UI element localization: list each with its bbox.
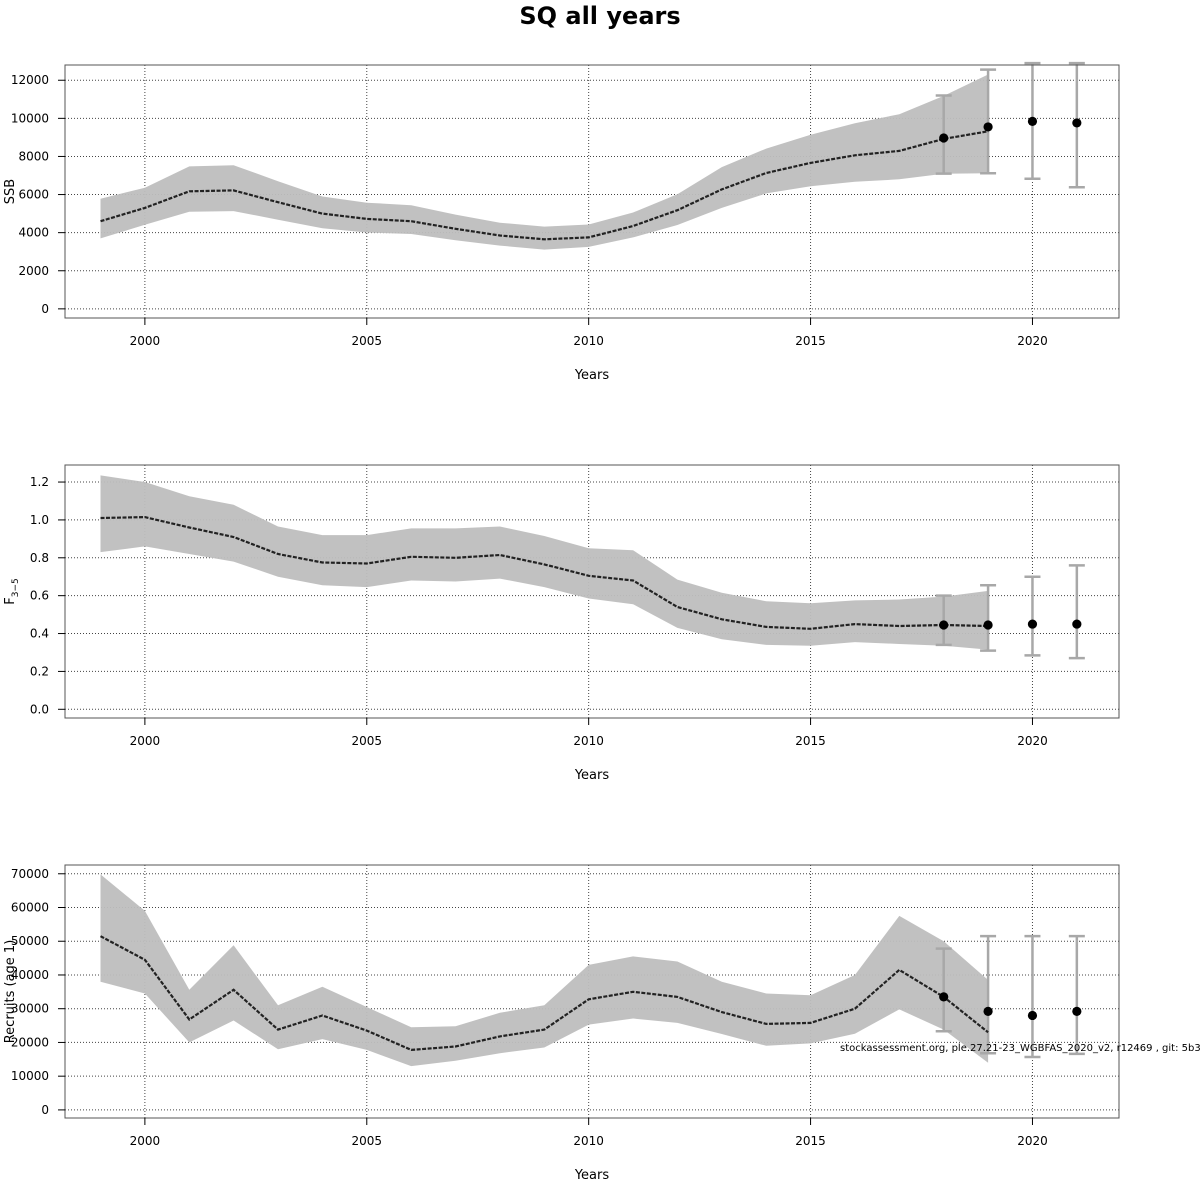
y-axis-label-subscript: 3−5 bbox=[11, 578, 21, 597]
series-line bbox=[100, 515, 989, 630]
data-point bbox=[939, 620, 949, 630]
x-tick-label: 2010 bbox=[573, 334, 604, 348]
y-tick-label: 4000 bbox=[18, 226, 49, 240]
chart-title: SQ all years bbox=[519, 2, 681, 30]
errorbar bbox=[1068, 934, 1085, 1056]
chart-panel-3: 2000 2005 2010 2015 2020 0 10000 20000 30000 4000… bbox=[3, 864, 1120, 1183]
errorbar bbox=[1024, 934, 1041, 1059]
y-tick-label: 10000 bbox=[11, 1069, 49, 1083]
plot-frame bbox=[64, 864, 1120, 1119]
x-tick-label: 2000 bbox=[130, 1134, 161, 1148]
x-tick-label: 2010 bbox=[573, 1134, 604, 1148]
errorbar bbox=[980, 68, 997, 175]
plot-frame bbox=[64, 64, 1120, 319]
confidence-band bbox=[100, 874, 989, 1067]
plot-frame bbox=[64, 464, 1120, 719]
errorbar bbox=[935, 947, 952, 1033]
y-axis-label: F3−5 bbox=[3, 578, 21, 604]
x-tick-label: 2000 bbox=[130, 334, 161, 348]
errorbar bbox=[980, 934, 997, 1055]
confidence-band bbox=[100, 74, 989, 250]
chart-panel-2: 2000 2005 2010 2015 2020 0.0 0.2 0.4 0.6 0.8 1.0 1.… bbox=[3, 464, 1120, 783]
data-point bbox=[1072, 619, 1082, 629]
data-point bbox=[983, 122, 993, 132]
y-tick-label: 1.0 bbox=[30, 513, 49, 527]
footnote-text: stockassessment.org, ple.27.21-23_WGBFAS… bbox=[840, 1043, 1200, 1054]
x-tick-label: 2020 bbox=[1017, 334, 1048, 348]
x-axis-label: Years bbox=[574, 1168, 610, 1183]
x-tick-label: 2020 bbox=[1017, 734, 1048, 748]
y-tick-label: 0 bbox=[41, 302, 49, 316]
y-tick-label: 0.6 bbox=[30, 589, 49, 603]
x-axis-label: Years bbox=[574, 768, 610, 783]
data-point bbox=[1072, 118, 1082, 128]
errorbar bbox=[1024, 575, 1041, 657]
y-tick-label: 2000 bbox=[18, 264, 49, 278]
y-tick-label: 0.8 bbox=[30, 551, 49, 565]
x-tick-label: 2000 bbox=[130, 734, 161, 748]
x-tick-label: 2015 bbox=[795, 334, 826, 348]
y-tick-label: 6000 bbox=[18, 188, 49, 202]
y-tick-label: 0.2 bbox=[30, 664, 49, 678]
data-point bbox=[1027, 619, 1038, 629]
x-tick-label: 2005 bbox=[352, 734, 383, 748]
y-tick-label: 0.4 bbox=[30, 627, 49, 641]
x-tick-label: 2010 bbox=[573, 734, 604, 748]
data-point bbox=[983, 1006, 993, 1017]
y-tick-label: 20000 bbox=[11, 1035, 49, 1049]
y-tick-label: 40000 bbox=[11, 968, 49, 982]
x-tick-label: 2015 bbox=[795, 734, 826, 748]
errorbar bbox=[935, 594, 952, 647]
confidence-band bbox=[100, 475, 989, 650]
data-point bbox=[1027, 1010, 1038, 1021]
y-tick-label: 0.0 bbox=[30, 702, 49, 716]
y-tick-label: 1.2 bbox=[30, 475, 49, 489]
errorbar bbox=[980, 584, 997, 652]
x-tick-label: 2005 bbox=[352, 1134, 383, 1148]
y-tick-label: 12000 bbox=[11, 73, 49, 87]
errorbar bbox=[1068, 564, 1085, 660]
x-tick-label: 2020 bbox=[1017, 1134, 1048, 1148]
data-point bbox=[1027, 116, 1038, 126]
y-tick-label: 8000 bbox=[18, 149, 49, 163]
x-tick-label: 2015 bbox=[795, 1134, 826, 1148]
y-tick-label: 70000 bbox=[11, 867, 49, 881]
y-tick-label: 0 bbox=[41, 1103, 49, 1117]
y-tick-label: 30000 bbox=[11, 1002, 49, 1016]
y-axis-label: Recruits (age 1) bbox=[3, 940, 18, 1044]
y-tick-label: 10000 bbox=[11, 111, 49, 125]
y-tick-label: 60000 bbox=[11, 901, 49, 915]
data-point bbox=[939, 992, 949, 1002]
y-tick-label: 50000 bbox=[11, 934, 49, 948]
x-axis-label: Years bbox=[574, 368, 610, 383]
data-point bbox=[1072, 1006, 1082, 1017]
data-point bbox=[939, 133, 949, 143]
series-line bbox=[100, 130, 989, 241]
chart-panel-1: 2000 2005 2010 2015 2020 0 2000 4000 6000 8000 100… bbox=[3, 61, 1120, 383]
y-axis-label: SSB bbox=[3, 179, 18, 204]
x-tick-label: 2005 bbox=[352, 334, 383, 348]
series-line bbox=[99, 935, 989, 1052]
data-point bbox=[983, 620, 993, 630]
